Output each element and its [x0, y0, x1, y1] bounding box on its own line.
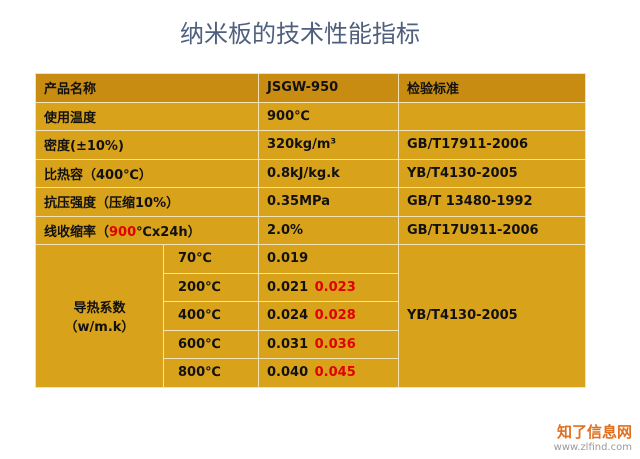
cell: 2.0%: [258, 215, 399, 245]
watermark: 知了信息网 www.zlfind.com: [554, 421, 632, 453]
row: 使用温度 900℃: [35, 101, 586, 131]
cell: 0.019: [258, 244, 399, 274]
value-alt: 0.036: [314, 336, 356, 352]
cell: 200℃: [163, 272, 259, 302]
cell: 检验标准: [398, 73, 586, 103]
row: 导热系数 （w/m.k） 70℃ 0.019 YB/T4130-2005: [35, 244, 586, 388]
cell: JSGW-950: [258, 73, 399, 103]
cell: 0.031 0.036: [258, 329, 399, 359]
row: 线收缩率（900℃x24h） 2.0% GB/T17U911-2006: [35, 215, 586, 245]
header-row: 产品名称 JSGW-950 检验标准: [35, 73, 586, 103]
value: 0.040: [267, 365, 309, 381]
row: 抗压强度（压缩10%） 0.35MPa GB/T 13480-1992: [35, 187, 586, 217]
watermark-name: 知了信息网: [556, 423, 632, 441]
row: 600℃ 0.031 0.036: [36, 329, 586, 359]
cell: 抗压强度（压缩10%）: [35, 187, 259, 217]
cell: GB/T17911-2006: [398, 130, 586, 160]
row: 200℃ 0.021 0.023: [36, 272, 586, 302]
cell: YB/T4130-2005: [398, 244, 586, 388]
value: 0.024: [267, 308, 309, 324]
row: 比热容（400℃） 0.8kJ/kg.k YB/T4130-2005: [35, 158, 586, 188]
cell: 导热系数 （w/m.k）: [35, 244, 164, 388]
label-highlight: 900: [109, 224, 137, 240]
cell: 使用温度: [35, 101, 259, 131]
label: ℃x24h）: [136, 224, 201, 240]
cell: [398, 101, 586, 131]
cell: GB/T17U911-2006: [398, 215, 586, 245]
cell: 600℃: [163, 329, 259, 359]
cell: 0.040 0.045: [258, 358, 399, 388]
cell: 0.021 0.023: [258, 272, 399, 302]
cell: 800℃: [163, 358, 259, 388]
unit: （w/m.k）: [64, 319, 135, 335]
cell: 产品名称: [35, 73, 259, 103]
value: 0.031: [267, 336, 309, 352]
cell: 400℃: [163, 301, 259, 331]
cell: 比热容（400℃）: [35, 158, 259, 188]
value: 0.019: [267, 251, 309, 267]
value-alt: 0.028: [314, 308, 356, 324]
label: 线收缩率（: [44, 224, 110, 240]
cell: 320kg/m³: [258, 130, 399, 160]
row: 400℃ 0.024 0.028: [36, 301, 586, 331]
row: 密度(±10%) 320kg/m³ GB/T17911-2006: [35, 130, 586, 160]
value: 0.021: [267, 279, 309, 295]
cell: 密度(±10%): [35, 130, 259, 160]
cell: 0.024 0.028: [258, 301, 399, 331]
label: 导热系数: [73, 300, 126, 316]
cell: YB/T4130-2005: [398, 158, 586, 188]
watermark-url: www.zlfind.com: [553, 442, 632, 453]
cell: GB/T 13480-1992: [398, 187, 586, 217]
cell: 0.35MPa: [258, 187, 399, 217]
cell: 0.8kJ/kg.k: [258, 158, 399, 188]
cell: 线收缩率（900℃x24h）: [35, 215, 259, 245]
cell: 70℃: [163, 244, 259, 274]
row: 800℃ 0.040 0.045: [36, 358, 586, 388]
value-alt: 0.023: [314, 279, 356, 295]
title: 纳米板的技术性能指标: [180, 20, 420, 48]
value-alt: 0.045: [314, 365, 356, 381]
cell: 900℃: [258, 101, 399, 131]
spec-table: 产品名称 JSGW-950 检验标准 使用温度 900℃ 密度(±10%) 320kg…: [35, 73, 586, 388]
